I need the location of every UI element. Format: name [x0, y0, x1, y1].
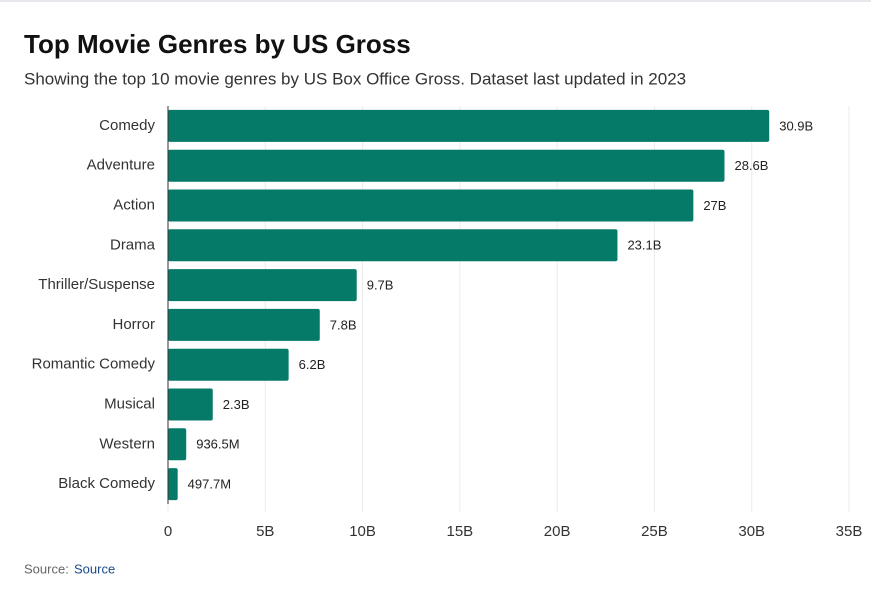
x-tick-label: 20B — [544, 523, 571, 540]
bar — [168, 428, 187, 461]
y-tick-label: Western — [99, 435, 155, 452]
bar — [168, 229, 618, 262]
y-tick-label: Black Comedy — [58, 475, 155, 492]
y-tick-label: Action — [113, 196, 155, 213]
value-label: 6.2B — [299, 357, 326, 372]
y-tick-label: Comedy — [99, 117, 155, 134]
chart-title: Top Movie Genres by US Gross — [24, 29, 411, 59]
bar — [168, 109, 770, 142]
x-tick-label: 5B — [256, 523, 274, 540]
value-label: 2.3B — [223, 397, 250, 412]
y-tick-label: Horror — [112, 316, 155, 333]
x-tick-label: 10B — [349, 523, 376, 540]
y-tick-label: Musical — [104, 395, 155, 412]
chart-subtitle: Showing the top 10 movie genres by US Bo… — [24, 69, 686, 88]
value-label: 30.9B — [779, 118, 813, 133]
y-tick-label: Drama — [110, 236, 156, 253]
y-tick-label: Romantic Comedy — [32, 356, 156, 373]
value-label: 497.7M — [188, 477, 231, 492]
bar — [168, 468, 178, 501]
bar — [168, 388, 213, 421]
bar — [168, 348, 289, 381]
value-label: 9.7B — [367, 278, 394, 293]
bar — [168, 308, 320, 341]
x-tick-label: 35B — [836, 523, 863, 540]
value-label: 28.6B — [734, 158, 768, 173]
source-label: Source: — [24, 561, 69, 576]
x-tick-label: 30B — [738, 523, 765, 540]
value-label: 27B — [703, 198, 726, 213]
y-tick-label: Adventure — [87, 157, 155, 174]
x-tick-label: 25B — [641, 523, 668, 540]
y-tick-label: Thriller/Suspense — [38, 276, 155, 293]
value-label: 23.1B — [627, 238, 661, 253]
source-link[interactable]: Source — [74, 561, 115, 576]
x-tick-label: 0 — [164, 523, 172, 540]
x-tick-label: 15B — [447, 523, 474, 540]
value-label: 936.5M — [196, 437, 239, 452]
bar — [168, 189, 694, 222]
value-label: 7.8B — [330, 317, 357, 332]
bar — [168, 269, 357, 302]
bar — [168, 149, 725, 182]
